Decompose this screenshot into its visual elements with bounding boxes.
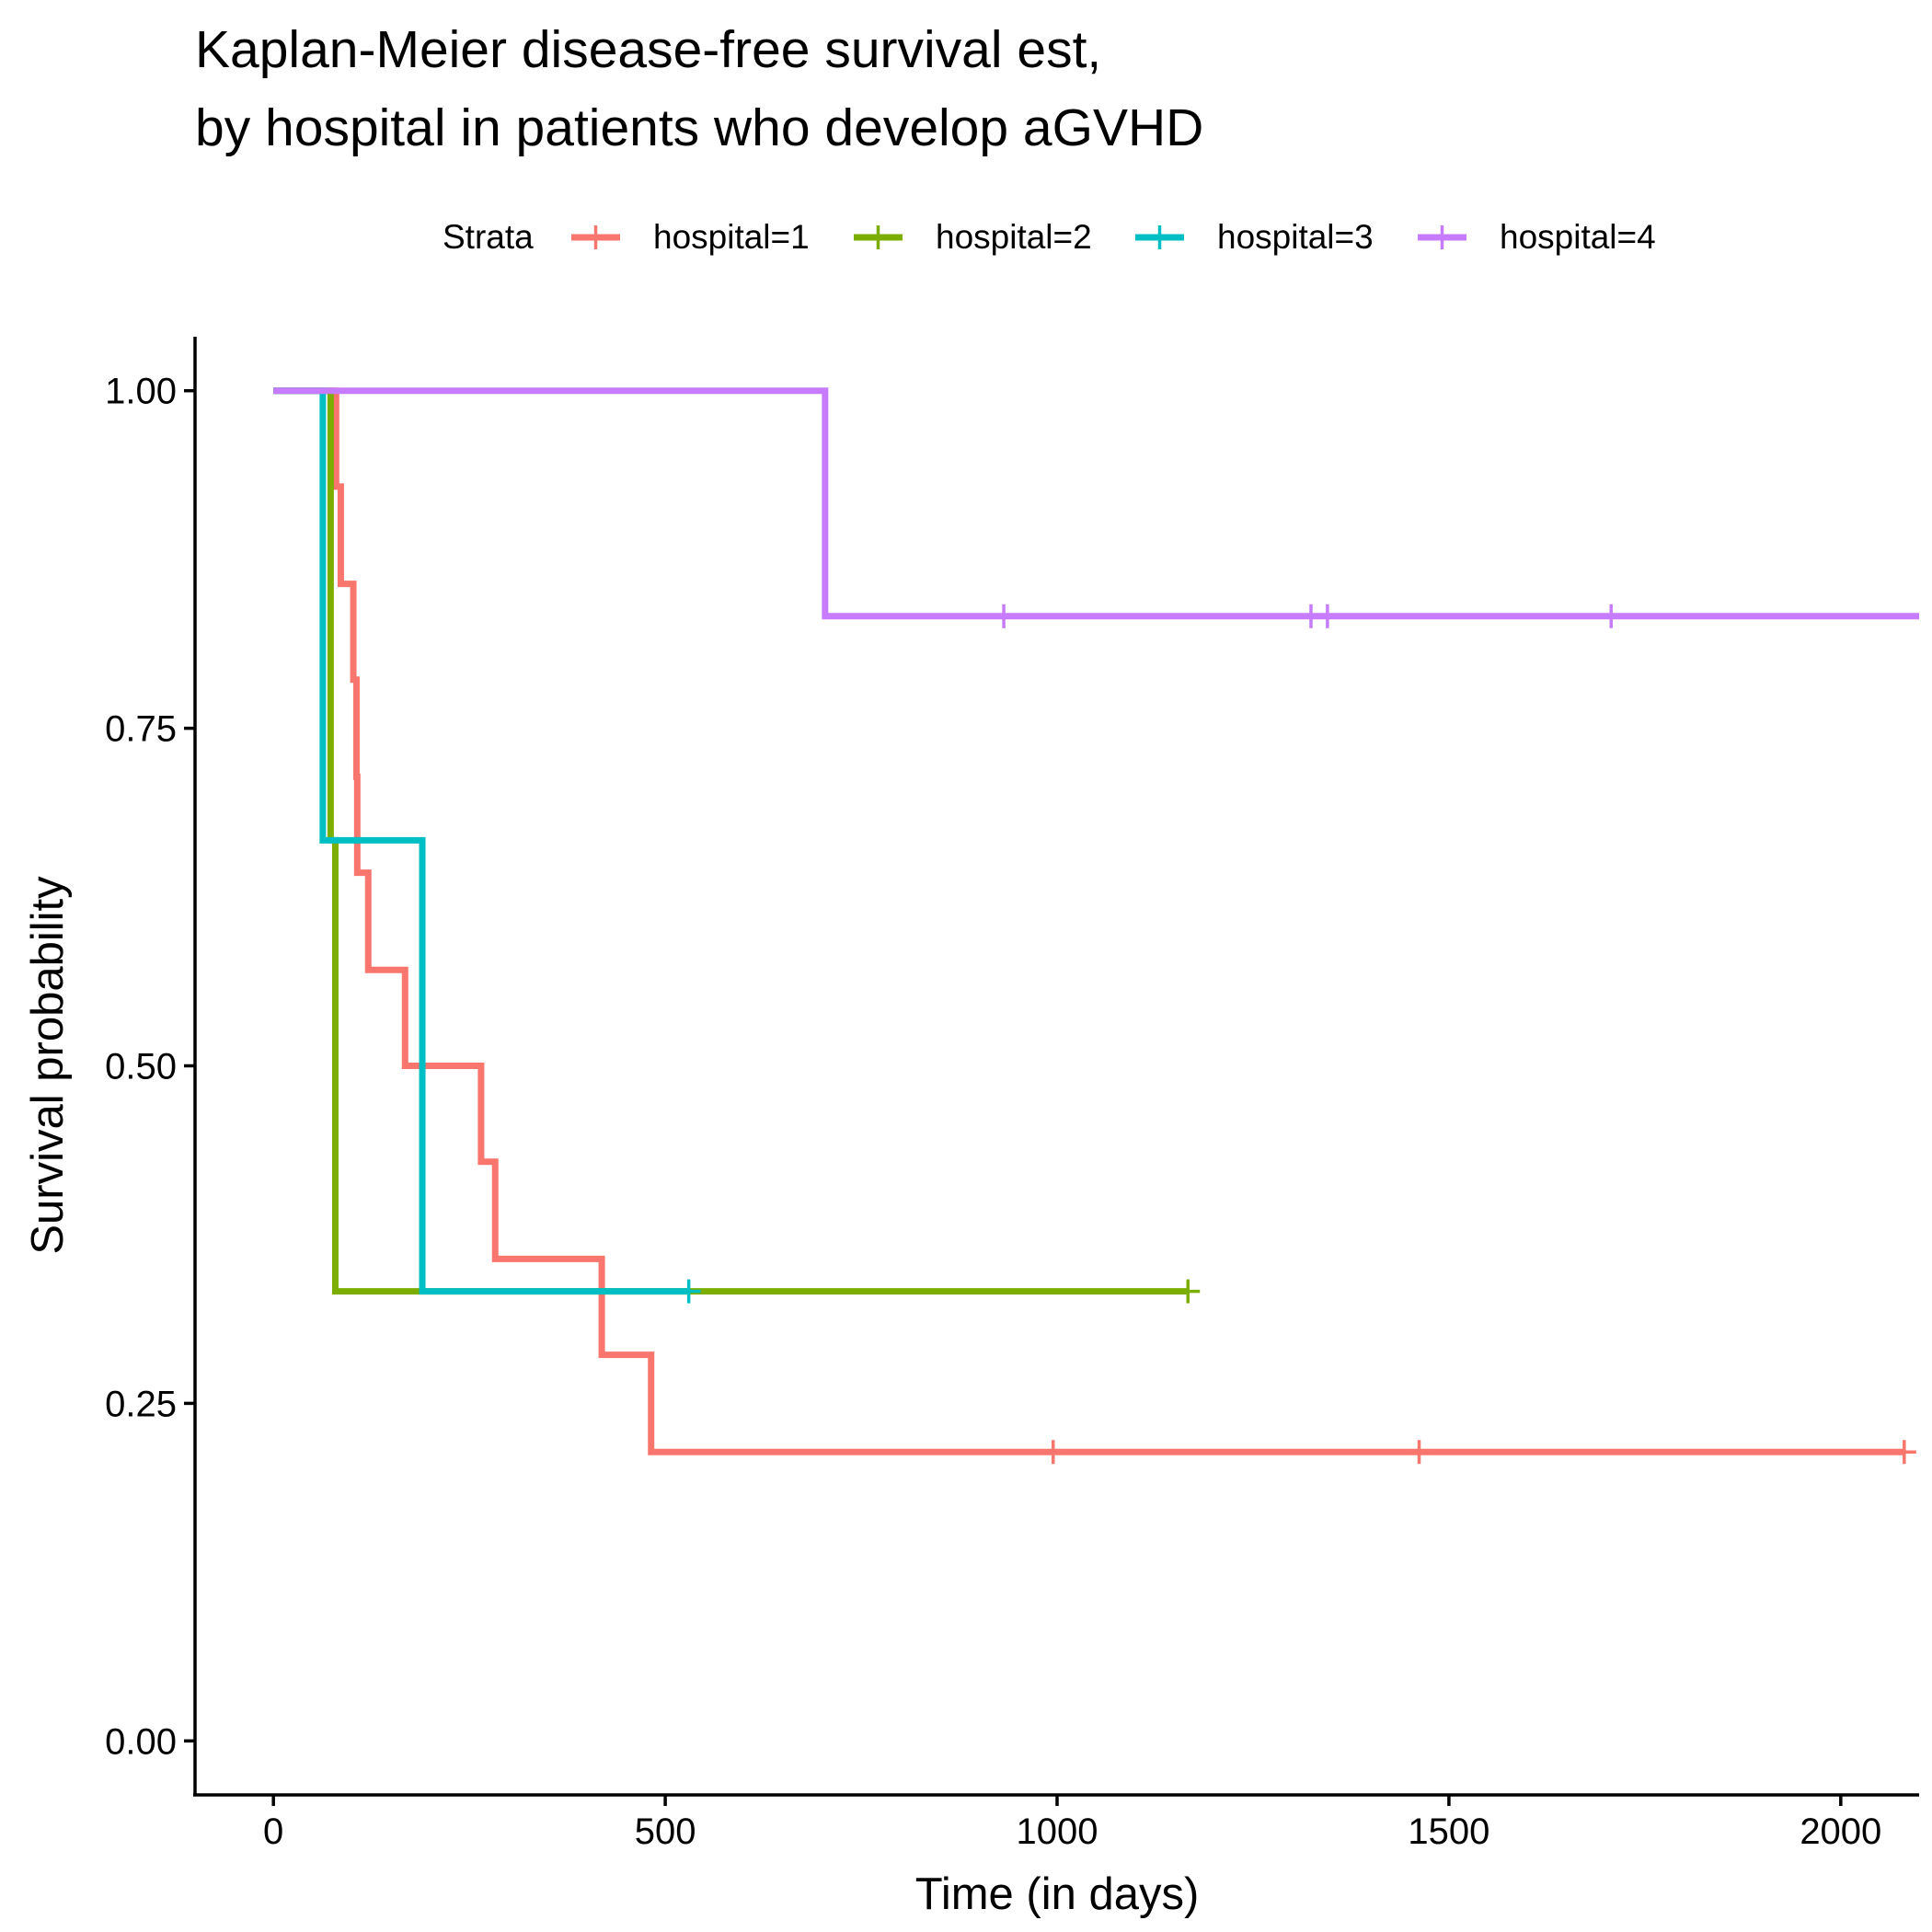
series-line-hospital-4 xyxy=(273,387,1919,620)
chart-title-line-2: by hospital in patients who develop aGVH… xyxy=(195,98,1203,157)
legend-label-hospital-4: hospital=4 xyxy=(1500,218,1656,256)
x-tick-label-4: 2000 xyxy=(1800,1811,1881,1852)
y-tick-label-3: 0.75 xyxy=(105,709,177,750)
survival-curves xyxy=(273,387,1919,1465)
legend-item-hospital-2: hospital=2 xyxy=(854,218,1092,256)
legend-label-hospital-3: hospital=3 xyxy=(1217,218,1374,256)
legend-item-hospital-3: hospital=3 xyxy=(1135,218,1374,256)
legend-title: Strata xyxy=(443,218,534,256)
series-line-hospital-1 xyxy=(273,387,1904,1455)
x-tick-label-0: 0 xyxy=(263,1811,283,1852)
y-axis-ticks: 0.00 0.25 0.50 0.75 1.00 xyxy=(105,372,195,1762)
legend-label-hospital-2: hospital=2 xyxy=(936,218,1092,256)
legend-label-hospital-1: hospital=1 xyxy=(653,218,810,256)
x-tick-label-2: 1000 xyxy=(1017,1811,1098,1852)
legend: Strata hospital=1 hospital=2 hospital=3 hos… xyxy=(443,218,1656,256)
chart-title-line-1: Kaplan-Meier disease-free survival est, xyxy=(195,20,1101,79)
y-tick-label-1: 0.25 xyxy=(105,1384,177,1424)
x-axis-ticks: 0 500 1000 1500 2000 xyxy=(263,1795,1881,1852)
x-tick-label-1: 500 xyxy=(635,1811,696,1852)
y-tick-label-2: 0.50 xyxy=(105,1047,177,1087)
x-tick-label-3: 1500 xyxy=(1408,1811,1489,1852)
y-tick-label-0: 0.00 xyxy=(105,1721,177,1762)
legend-item-hospital-1: hospital=1 xyxy=(571,218,810,256)
plot-area xyxy=(273,387,1919,1465)
x-axis-title: Time (in days) xyxy=(915,1869,1200,1919)
legend-item-hospital-4: hospital=4 xyxy=(1418,218,1656,256)
y-axis-title: Survival probability xyxy=(23,876,73,1255)
y-tick-label-4: 1.00 xyxy=(105,372,177,412)
